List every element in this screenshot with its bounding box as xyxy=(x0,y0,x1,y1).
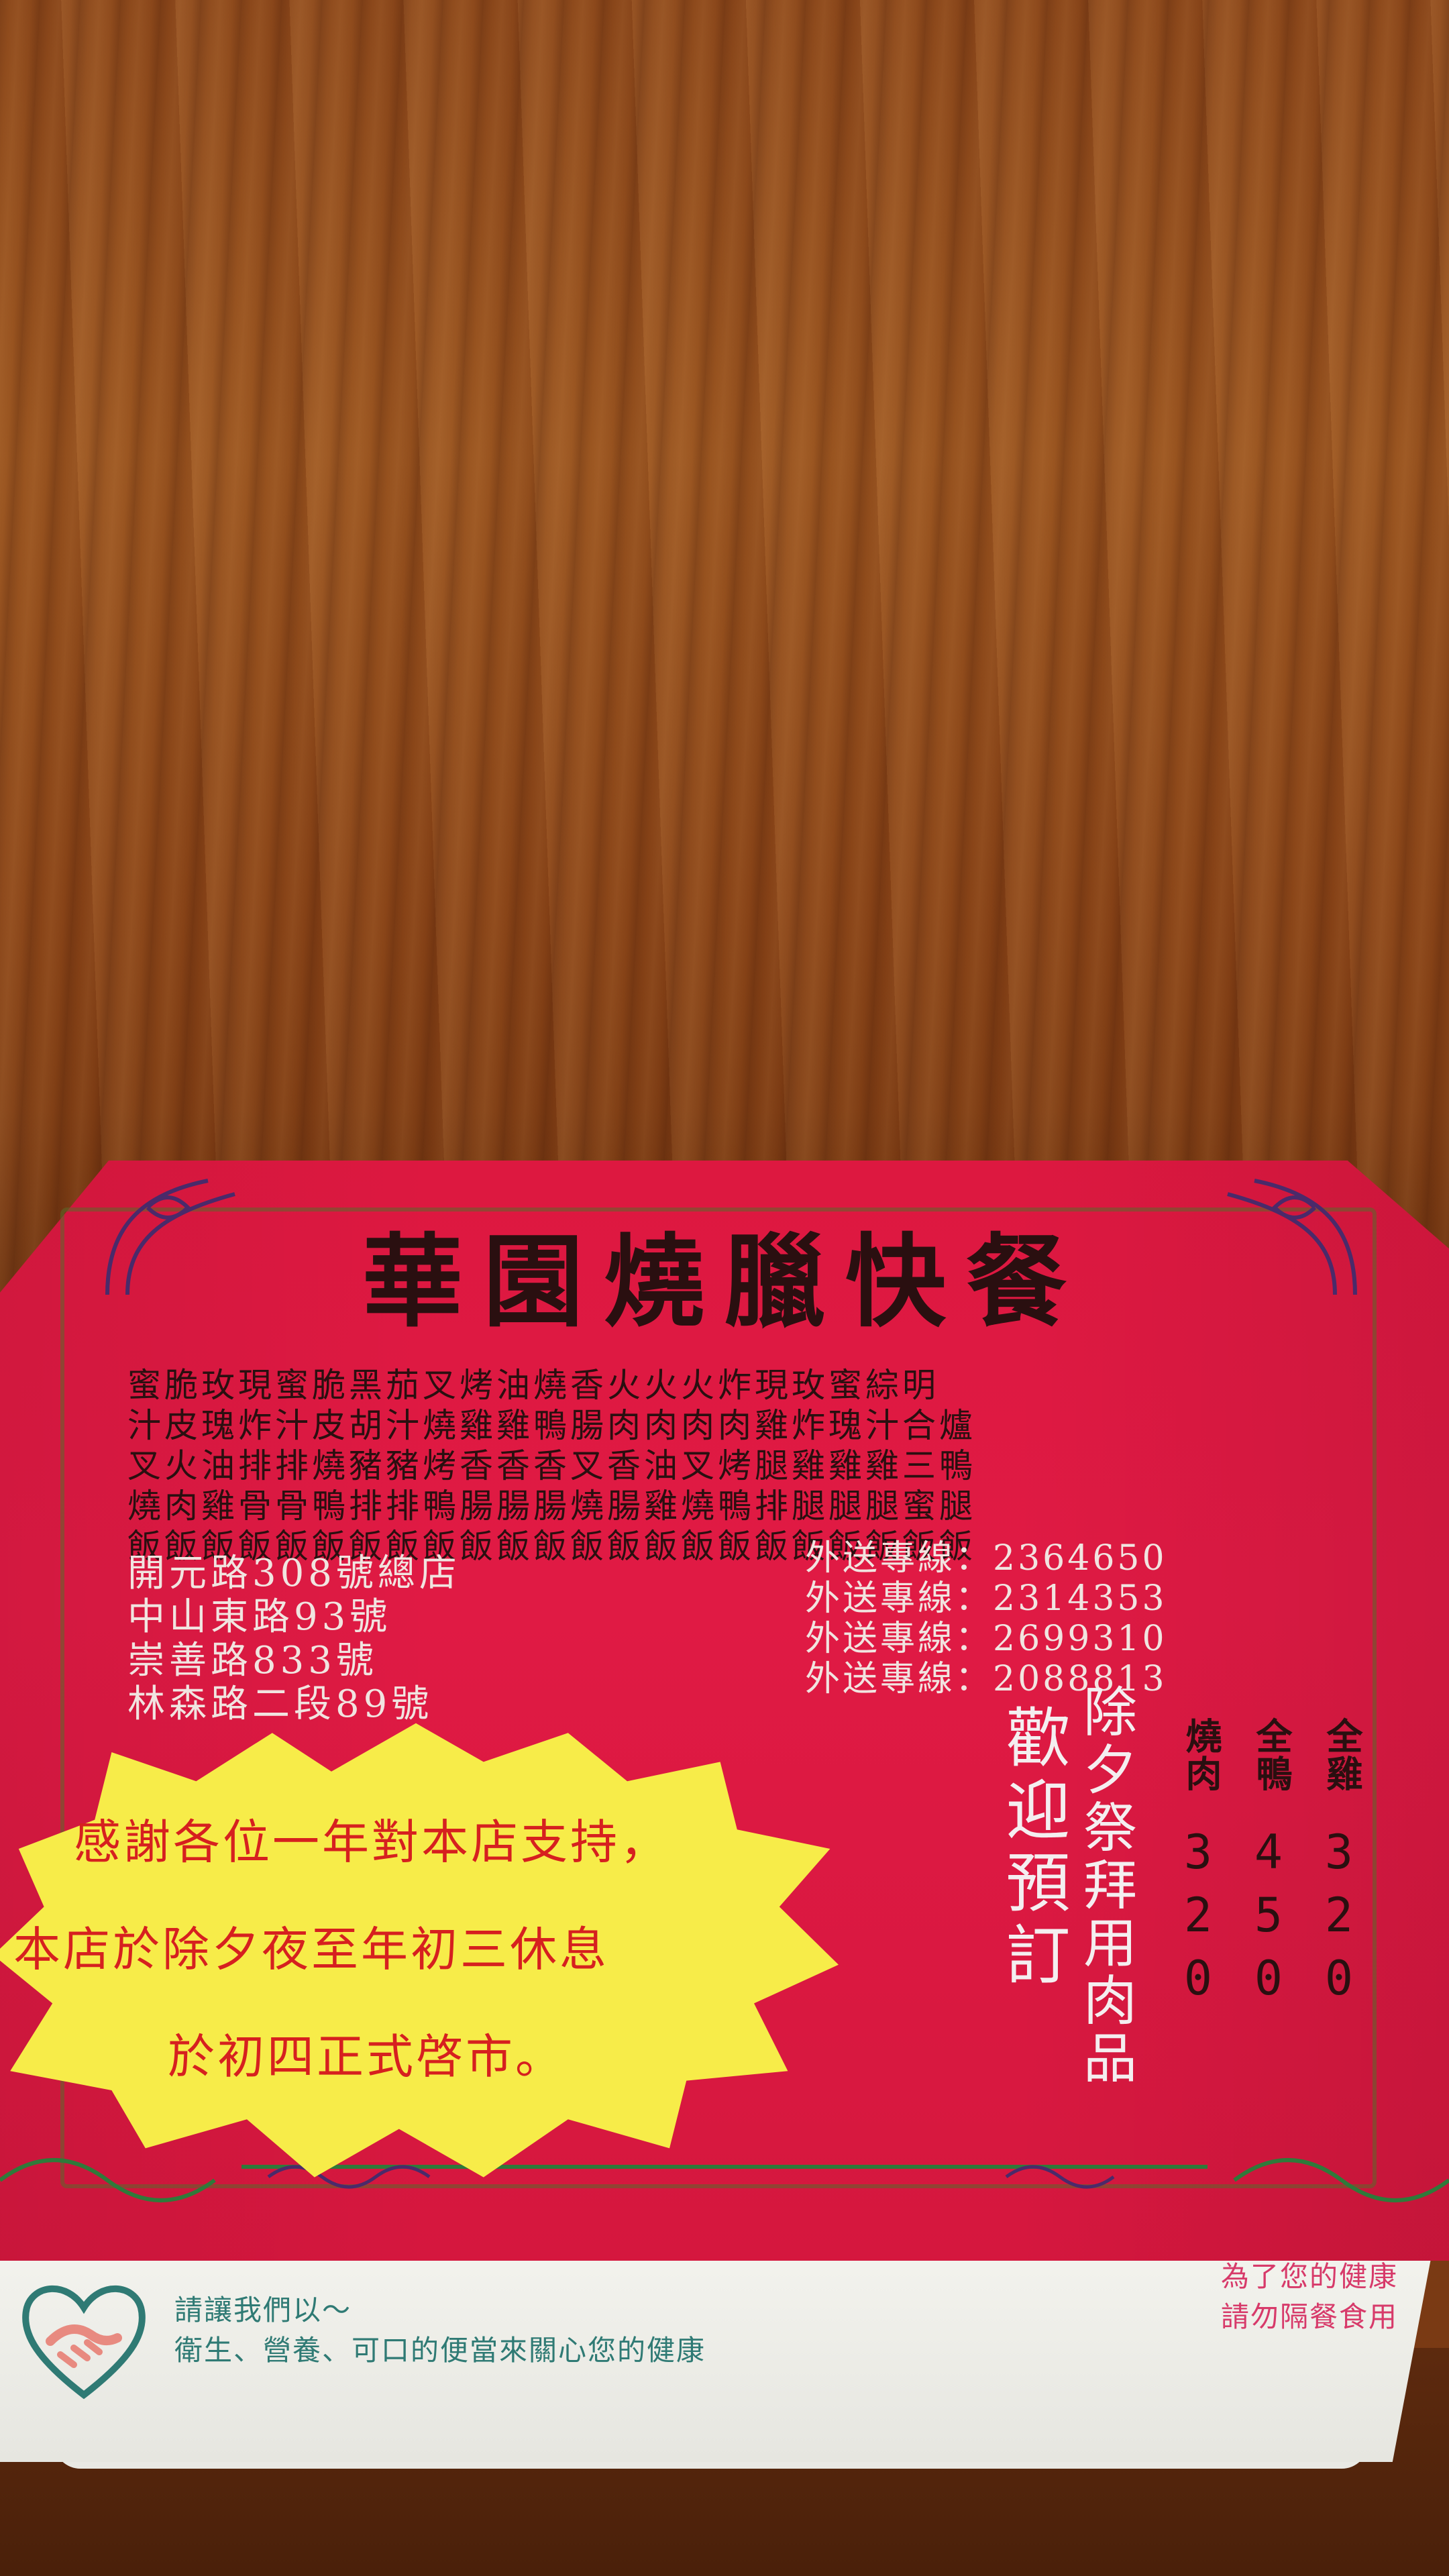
lid-frame xyxy=(60,1208,1377,2188)
notice-line: 於初四正式啓市。 xyxy=(168,2029,565,2084)
delivery-phone: 外送專線：2364650 xyxy=(805,1538,1167,1578)
price-value: 320 xyxy=(1311,1825,1366,2014)
menu-row: 蜜脆玫現蜜脆黑茄叉烤油燒香火火火炸現玫蜜綜明 xyxy=(127,1366,939,1405)
delivery-phone: 外送專線：2314353 xyxy=(805,1578,1167,1619)
price-name: 全雞 xyxy=(1320,1717,1362,1792)
price-name: 全鴨 xyxy=(1250,1717,1292,1792)
branch-address: 開元路308號總店 xyxy=(127,1552,461,1595)
health-warning: 請勿隔餐食用 xyxy=(1221,2300,1399,2333)
notice-line: 感謝各位一年對本店支持， xyxy=(74,1815,669,1870)
box-side-strip xyxy=(0,2234,1436,2462)
branch-address: 中山東路93號 xyxy=(127,1595,392,1639)
menu-row: 飯飯飯飯飯飯飯飯飯飯飯飯飯飯飯飯飯飯飯飯飯飯飯 xyxy=(127,1527,976,1566)
branch-address: 林森路二段89號 xyxy=(127,1682,433,1726)
offering-label: 除夕祭拜用肉品 xyxy=(1075,1684,1137,2088)
corner-ornament-top-left xyxy=(105,1179,235,1295)
restaurant-title: 華園燒臘快餐 xyxy=(362,1223,1087,1341)
branch-address: 崇善路833號 xyxy=(127,1639,378,1682)
bottom-ornament xyxy=(0,2158,1449,2202)
menu-row: 叉火油排排燒豬豬烤香香香叉香油叉烤腿雞雞雞三鴨 xyxy=(127,1446,976,1485)
welcome-preorder: 歡迎預訂 xyxy=(995,1704,1070,1994)
menu-row: 燒肉雞骨骨鴨排排鴨腸腸腸燒腸雞燒鴨排腿腿腿蜜腿 xyxy=(127,1487,976,1525)
delivery-phone: 外送專線：2699310 xyxy=(805,1619,1167,1659)
price-name: 燒肉 xyxy=(1179,1717,1222,1792)
price-value: 450 xyxy=(1241,1825,1296,2014)
handshake-heart-icon xyxy=(22,2285,146,2400)
price-value: 320 xyxy=(1171,1825,1226,2014)
notice-line: 本店於除夕夜至年初三休息 xyxy=(13,1922,609,1977)
delivery-phone: 外送專線：2088813 xyxy=(805,1659,1167,1699)
health-warning: 為了您的健康 xyxy=(1221,2260,1399,2293)
menu-row: 汁皮瑰炸汁皮胡汁燒雞雞鴨腸肉肉肉肉雞炸瑰汁合爐 xyxy=(127,1406,976,1445)
slogan-line: 衛生、營養、可口的便當來關心您的健康 xyxy=(174,2334,706,2367)
slogan-line: 請讓我們以～ xyxy=(174,2294,352,2326)
corner-ornament-top-right xyxy=(1227,1179,1357,1295)
